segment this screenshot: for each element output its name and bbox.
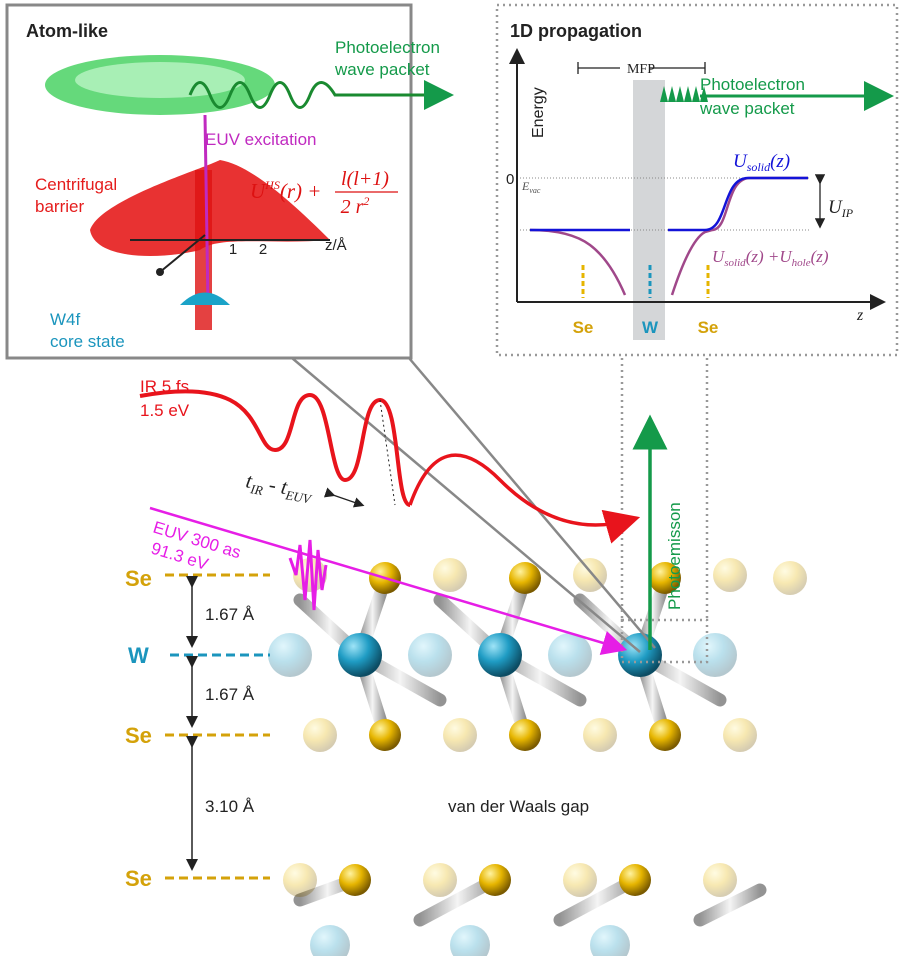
euv-excitation: EUV excitation <box>205 130 317 149</box>
axis-label: z/Å <box>325 237 347 254</box>
layer-label: Se <box>125 723 152 748</box>
layer-label: Se <box>125 566 152 591</box>
text-part: (z) <box>770 151 790 172</box>
crystal <box>268 558 807 956</box>
connectors <box>292 358 655 652</box>
panel-title: Atom-like <box>26 21 108 41</box>
atom-label: Se <box>698 318 719 337</box>
mfp-label: MFP <box>627 62 655 77</box>
ir-label: 1.5 eV <box>140 401 190 420</box>
wave-label: Photoelectron <box>335 38 440 57</box>
wave-label: Photoelectron <box>700 75 805 94</box>
text-part: (z) <box>811 247 829 266</box>
text-part: hole <box>792 257 811 269</box>
barrier-label: Centrifugal <box>35 175 117 194</box>
text-part: vac <box>529 186 541 195</box>
x-label: z <box>856 307 864 324</box>
spacing: 1.67 Å <box>205 605 255 624</box>
text-part: (z) + <box>746 247 780 266</box>
wave-label: wave packet <box>699 99 795 118</box>
delay-label: tIR - tEUV <box>244 468 316 507</box>
text-part: (r) + <box>280 179 322 203</box>
potential-num: l(l+1) <box>341 168 389 190</box>
text-part: IR <box>248 481 264 498</box>
ir-label: IR 5 fs <box>140 377 189 396</box>
figure: Se W Se Se 1.67 Å 1.67 Å 3.10 Å van der … <box>0 0 904 956</box>
core-label: core state <box>50 332 125 351</box>
panel-title: 1D propagation <box>510 21 642 41</box>
text-part: HS <box>264 178 280 192</box>
gap-label: van der Waals gap <box>448 797 589 816</box>
wave-label: wave packet <box>334 60 430 79</box>
potential: UHS(r) + <box>250 178 321 203</box>
spacing: 3.10 Å <box>205 797 255 816</box>
euv-pulse <box>150 508 620 648</box>
layer-label: Se <box>125 866 152 891</box>
barrier-label: barrier <box>35 197 84 216</box>
atom-panel: Atom-like Photoelectron wave packet EUV … <box>7 5 445 358</box>
text-part: solid <box>747 160 771 174</box>
y-label: Energy <box>530 87 547 138</box>
layer-label: W <box>128 643 149 668</box>
atom-label: W <box>642 318 659 337</box>
spacing: 1.67 Å <box>205 685 255 704</box>
text-part: 2 r <box>341 196 364 218</box>
axis-tick: 1 <box>229 241 237 258</box>
axis-tick: 2 <box>259 241 267 258</box>
text-part: solid <box>724 257 746 269</box>
core-label: W4f <box>50 310 81 329</box>
photoemission-label: Photoemisson <box>665 502 684 610</box>
text-part: IP <box>841 206 854 220</box>
zero-label: 0 <box>506 171 514 188</box>
text-part: EUV <box>283 487 314 507</box>
atom-label: Se <box>573 318 594 337</box>
propagation-panel: 1D propagation MFP Photoelectron wave pa… <box>497 5 897 355</box>
text-part: 2 <box>363 194 369 208</box>
